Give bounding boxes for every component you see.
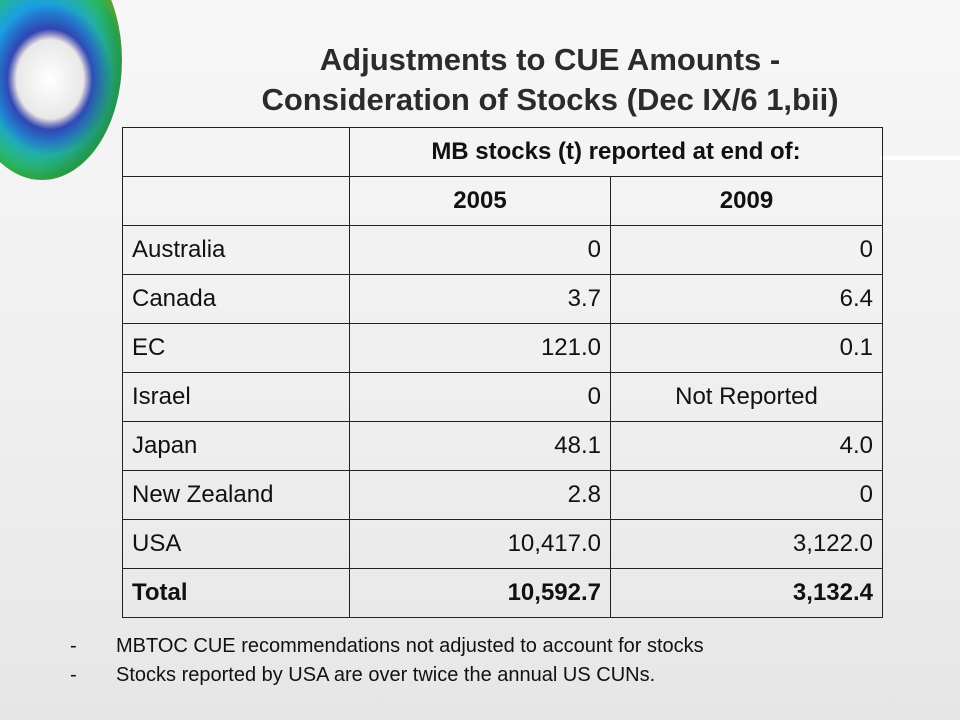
note-dash: - (70, 635, 77, 657)
value-2005-cell: 121.0 (349, 323, 611, 373)
value-2009-cell: 6.4 (610, 274, 883, 324)
value-2009-cell: Not Reported (610, 372, 883, 422)
ozone-globe-icon (0, 0, 122, 180)
country-cell: Japan (122, 421, 350, 471)
country-cell: Australia (122, 225, 350, 275)
note-dash: - (70, 664, 77, 686)
table-header-row: MB stocks (t) reported at end of: (122, 127, 883, 177)
value-2009-cell: 0.1 (610, 323, 883, 373)
table-row: USA 10,417.0 3,122.0 (122, 519, 883, 569)
value-2009-cell: 3,122.0 (610, 519, 883, 569)
value-2005-cell: 48.1 (349, 421, 611, 471)
year-2009: 2009 (610, 176, 883, 226)
note-text: Stocks reported by USA are over twice th… (116, 664, 656, 686)
title-line-1: Adjustments to CUE Amounts - (319, 42, 781, 77)
decorative-rule (880, 156, 960, 160)
slide-title: Adjustments to CUE Amounts - Considerati… (180, 40, 920, 120)
note-item: - Stocks reported by USA are over twice … (70, 661, 704, 690)
year-row: 2005 2009 (122, 176, 883, 226)
year-empty-cell (122, 176, 350, 226)
value-2009-cell: 0 (610, 470, 883, 520)
year-2005: 2005 (349, 176, 611, 226)
value-2009-cell: 0 (610, 225, 883, 275)
country-cell: EC (122, 323, 350, 373)
table-row: Canada 3.7 6.4 (122, 274, 883, 324)
country-cell: New Zealand (122, 470, 350, 520)
table-row: Australia 0 0 (122, 225, 883, 275)
value-2005-cell: 0 (349, 372, 611, 422)
value-2005-cell: 10,417.0 (349, 519, 611, 569)
country-cell: Israel (122, 372, 350, 422)
header-empty-cell (122, 127, 350, 177)
country-cell: USA (122, 519, 350, 569)
value-2009-cell: 4.0 (610, 421, 883, 471)
value-2005-cell: 0 (349, 225, 611, 275)
note-item: - MBTOC CUE recommendations not adjusted… (70, 632, 704, 661)
total-row: Total 10,592.7 3,132.4 (122, 568, 883, 618)
stocks-table: MB stocks (t) reported at end of: 2005 2… (122, 127, 883, 618)
total-2009: 3,132.4 (610, 568, 883, 618)
total-2005: 10,592.7 (349, 568, 611, 618)
notes-list: - MBTOC CUE recommendations not adjusted… (70, 632, 704, 690)
table-row: Israel 0 Not Reported (122, 372, 883, 422)
country-cell: Canada (122, 274, 350, 324)
value-2005-cell: 3.7 (349, 274, 611, 324)
table-row: New Zealand 2.8 0 (122, 470, 883, 520)
total-label: Total (122, 568, 350, 618)
note-text: MBTOC CUE recommendations not adjusted t… (116, 635, 704, 657)
table-row: Japan 48.1 4.0 (122, 421, 883, 471)
title-line-2: Consideration of Stocks (Dec IX/6 1,bii) (261, 82, 839, 117)
value-2005-cell: 2.8 (349, 470, 611, 520)
table-header: MB stocks (t) reported at end of: (349, 127, 883, 177)
table-row: EC 121.0 0.1 (122, 323, 883, 373)
